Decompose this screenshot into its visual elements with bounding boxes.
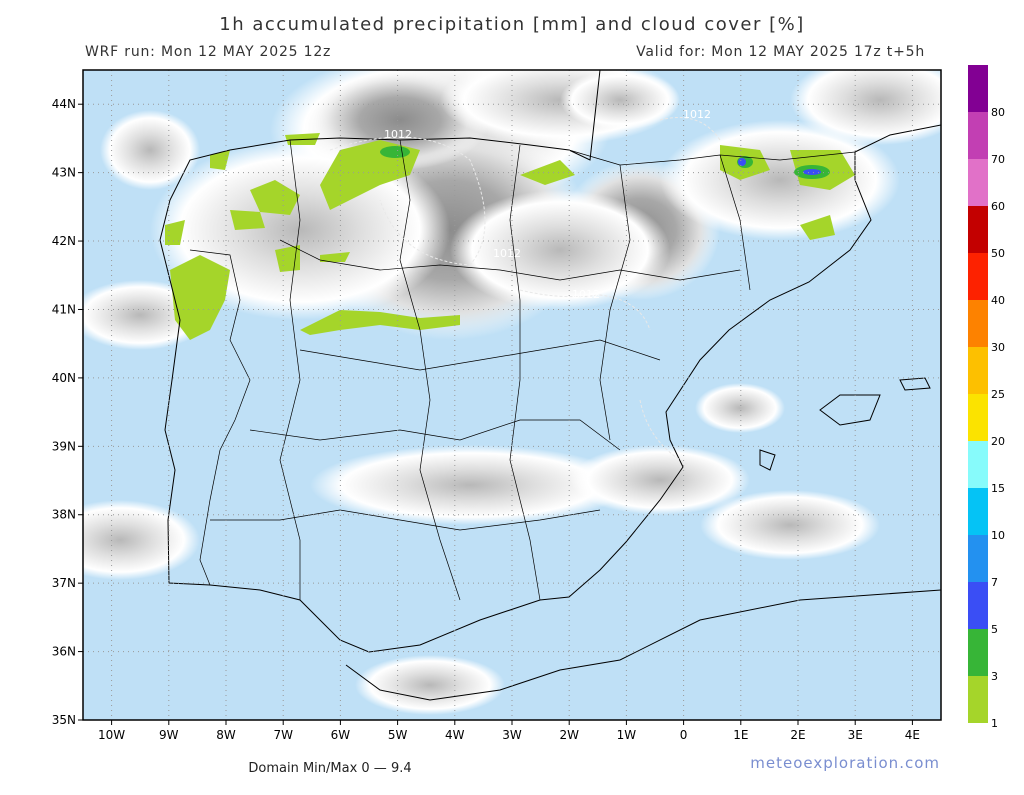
y-tick-label: 44N xyxy=(52,97,76,111)
colorbar-label: 20 xyxy=(991,435,1005,448)
colorbar-label: 15 xyxy=(991,482,1005,495)
colorbar-segment xyxy=(968,582,988,629)
x-tick-label: 4E xyxy=(905,728,920,742)
x-tick-label: 0 xyxy=(680,728,688,742)
x-tick-label: 1E xyxy=(733,728,748,742)
x-tick-label: 8W xyxy=(216,728,236,742)
colorbar-label: 50 xyxy=(991,247,1005,260)
colorbar-label: 10 xyxy=(991,529,1005,542)
x-tick-label: 3W xyxy=(502,728,522,742)
y-tick-label: 40N xyxy=(52,371,76,385)
x-tick-label: 2E xyxy=(790,728,805,742)
x-tick-label: 5W xyxy=(388,728,408,742)
grid-layer xyxy=(78,70,941,725)
colorbar-segment xyxy=(968,253,988,300)
run-label: WRF run: Mon 12 MAY 2025 12z xyxy=(85,44,331,60)
y-tick-label: 42N xyxy=(52,234,76,248)
colorbar-segment xyxy=(968,206,988,253)
colorbar-segment xyxy=(968,65,988,112)
plot-frame xyxy=(82,69,942,721)
colorbar-segment xyxy=(968,441,988,488)
colorbar-segment xyxy=(968,394,988,441)
colorbar-label: 25 xyxy=(991,388,1005,401)
colorbar-label: 70 xyxy=(991,153,1005,166)
pressure-contours xyxy=(329,117,721,471)
y-tick-label: 36N xyxy=(52,645,76,659)
colorbar-segment xyxy=(968,347,988,394)
map-area xyxy=(83,70,941,720)
colorbar: 1 3 5 7 10 15 20 25 30 40 50 60 70 80 xyxy=(968,65,1005,730)
colorbar-label: 3 xyxy=(991,670,998,683)
domain-minmax: Domain Min/Max 0 — 9.4 xyxy=(248,761,411,776)
coastlines xyxy=(159,70,941,701)
y-tick-label: 43N xyxy=(52,166,76,180)
colorbar-segment xyxy=(968,535,988,582)
x-tick-label: 1W xyxy=(617,728,637,742)
colorbar-segment xyxy=(968,676,988,723)
colorbar-label: 7 xyxy=(991,576,998,589)
contour-label: 1012 xyxy=(683,108,711,121)
x-tick-label: 10W xyxy=(98,728,125,742)
x-tick-label: 3E xyxy=(848,728,863,742)
contour-label: 1012 xyxy=(572,288,600,301)
map-title: 1h accumulated precipitation [mm] and cl… xyxy=(219,14,804,35)
y-tick-label: 35N xyxy=(52,713,76,727)
y-tick-label: 38N xyxy=(52,508,76,522)
colorbar-segment xyxy=(968,112,988,159)
colorbar-segment xyxy=(968,629,988,676)
colorbar-segment xyxy=(968,159,988,206)
x-tick-label: 2W xyxy=(559,728,579,742)
colorbar-label: 30 xyxy=(991,341,1005,354)
colorbar-label: 5 xyxy=(991,623,998,636)
y-tick-label: 41N xyxy=(52,302,76,316)
colorbar-segment xyxy=(968,300,988,347)
x-tick-label: 4W xyxy=(445,728,465,742)
x-tick-label: 7W xyxy=(273,728,293,742)
y-tick-label: 37N xyxy=(52,576,76,590)
x-tick-label: 9W xyxy=(159,728,179,742)
colorbar-segment xyxy=(968,488,988,535)
source-credit: meteoexploration.com xyxy=(750,754,940,772)
valid-label: Valid for: Mon 12 MAY 2025 17z t+5h xyxy=(636,44,925,60)
x-tick-label: 6W xyxy=(331,728,351,742)
y-tick-label: 39N xyxy=(52,439,76,453)
contour-label: 1012 xyxy=(493,247,521,260)
colorbar-label: 60 xyxy=(991,200,1005,213)
colorbar-label: 80 xyxy=(991,106,1005,119)
colorbar-label: 1 xyxy=(991,717,998,730)
colorbar-label: 40 xyxy=(991,294,1005,307)
precipitation xyxy=(165,133,855,340)
contour-label: 1012 xyxy=(384,128,412,141)
borders xyxy=(189,139,856,601)
